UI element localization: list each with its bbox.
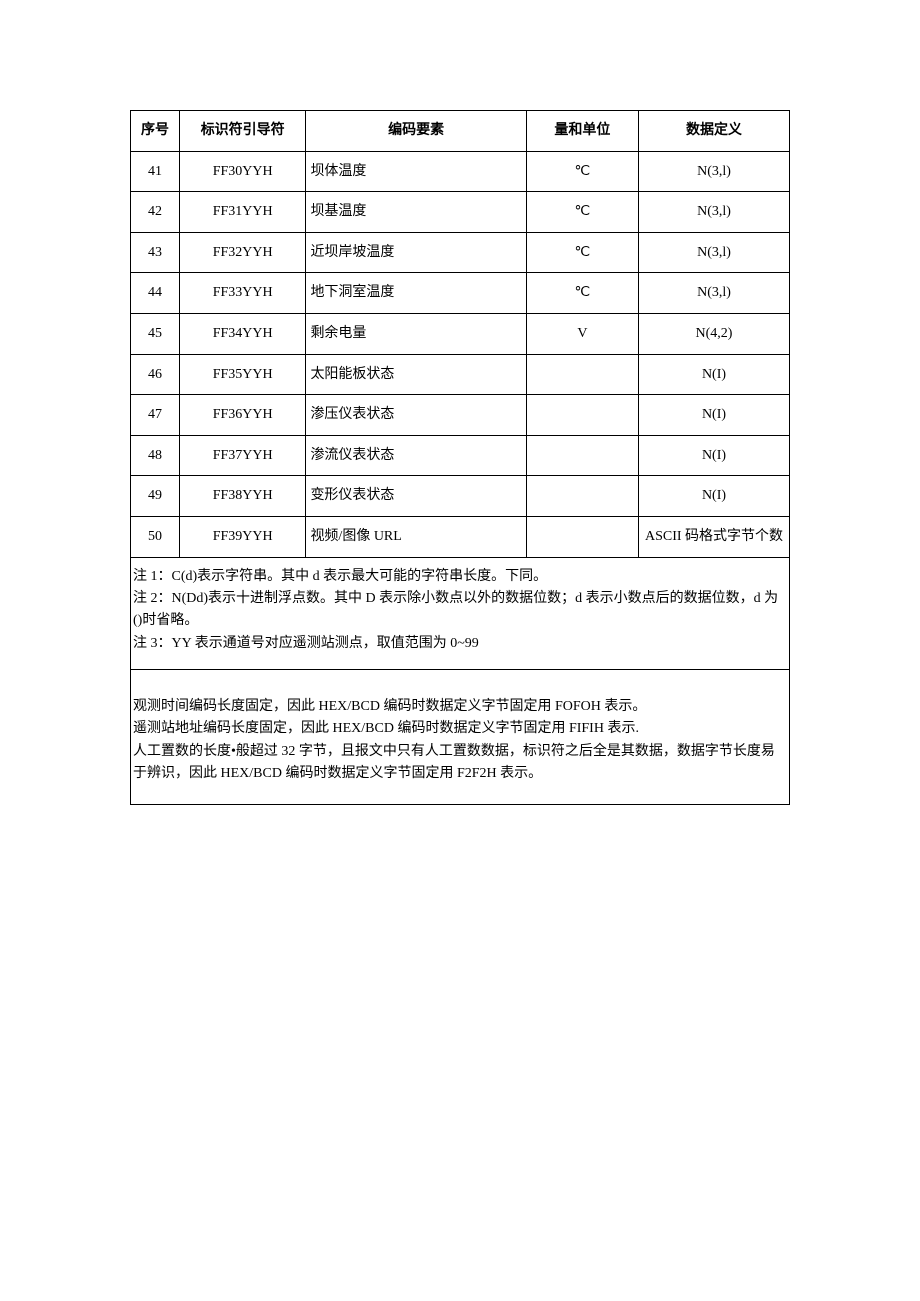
cell-seq: 46 (131, 354, 180, 395)
cell-id: FF33YYH (179, 273, 305, 314)
cell-unit (526, 516, 638, 557)
note-line: 人工置数的长度•般超过 32 字节，且报文中只有人工置数数据，标识符之后全是其数… (133, 741, 787, 786)
encoding-table: 序号 标识符引导符 编码要素 量和单位 数据定义 41 FF30YYH 坝体温度… (130, 110, 790, 558)
cell-unit (526, 354, 638, 395)
cell-unit: V (526, 313, 638, 354)
cell-seq: 45 (131, 313, 180, 354)
table-row: 42 FF31YYH 坝基温度 ℃ N(3,l) (131, 192, 790, 233)
cell-seq: 50 (131, 516, 180, 557)
cell-elem: 渗压仪表状态 (306, 395, 526, 436)
cell-elem: 视频/图像 URL (306, 516, 526, 557)
cell-unit: ℃ (526, 151, 638, 192)
note-line: 注 3：YY 表示通道号对应遥测站测点，取值范围为 0~99 (133, 633, 787, 655)
table-row: 48 FF37YYH 渗流仪表状态 N(I) (131, 435, 790, 476)
notes-block-1: 注 1：C(d)表示字符串。其中 d 表示最大可能的字符串长度。下同。 注 2：… (130, 558, 790, 671)
note-line: 观测时间编码长度固定，因此 HEX/BCD 编码时数据定义字节固定用 FOFOH… (133, 696, 787, 718)
cell-elem: 近坝岸坡温度 (306, 232, 526, 273)
notes-block-2: 观测时间编码长度固定，因此 HEX/BCD 编码时数据定义字节固定用 FOFOH… (130, 670, 790, 805)
cell-seq: 44 (131, 273, 180, 314)
cell-id: FF34YYH (179, 313, 305, 354)
note-line: 注 2：N(Dd)表示十进制浮点数。其中 D 表示除小数点以外的数据位数；d 表… (133, 588, 787, 633)
cell-def: N(3,l) (638, 232, 789, 273)
table-row: 45 FF34YYH 剩余电量 V N(4,2) (131, 313, 790, 354)
col-header-def: 数据定义 (638, 111, 789, 152)
cell-def: N(3,l) (638, 273, 789, 314)
cell-seq: 42 (131, 192, 180, 233)
cell-unit (526, 435, 638, 476)
col-header-id: 标识符引导符 (179, 111, 305, 152)
cell-elem: 坝体温度 (306, 151, 526, 192)
cell-elem: 坝基温度 (306, 192, 526, 233)
cell-id: FF36YYH (179, 395, 305, 436)
cell-seq: 48 (131, 435, 180, 476)
cell-unit (526, 476, 638, 517)
cell-seq: 43 (131, 232, 180, 273)
cell-seq: 47 (131, 395, 180, 436)
cell-id: FF31YYH (179, 192, 305, 233)
cell-seq: 49 (131, 476, 180, 517)
table-row: 50 FF39YYH 视频/图像 URL ASCII 码格式字节个数 (131, 516, 790, 557)
cell-seq: 41 (131, 151, 180, 192)
table-row: 41 FF30YYH 坝体温度 ℃ N(3,l) (131, 151, 790, 192)
cell-def: ASCII 码格式字节个数 (638, 516, 789, 557)
table-row: 44 FF33YYH 地下洞室温度 ℃ N(3,l) (131, 273, 790, 314)
cell-id: FF38YYH (179, 476, 305, 517)
cell-unit (526, 395, 638, 436)
cell-elem: 地下洞室温度 (306, 273, 526, 314)
table-header-row: 序号 标识符引导符 编码要素 量和单位 数据定义 (131, 111, 790, 152)
table-row: 46 FF35YYH 太阳能板状态 N(I) (131, 354, 790, 395)
cell-def: N(I) (638, 435, 789, 476)
cell-elem: 太阳能板状态 (306, 354, 526, 395)
table-row: 49 FF38YYH 变形仪表状态 N(I) (131, 476, 790, 517)
table-row: 43 FF32YYH 近坝岸坡温度 ℃ N(3,l) (131, 232, 790, 273)
cell-unit: ℃ (526, 192, 638, 233)
cell-unit: ℃ (526, 273, 638, 314)
cell-id: FF39YYH (179, 516, 305, 557)
cell-def: N(I) (638, 395, 789, 436)
cell-unit: ℃ (526, 232, 638, 273)
cell-def: N(I) (638, 476, 789, 517)
cell-id: FF30YYH (179, 151, 305, 192)
table-body: 41 FF30YYH 坝体温度 ℃ N(3,l) 42 FF31YYH 坝基温度… (131, 151, 790, 557)
cell-def: N(3,l) (638, 192, 789, 233)
cell-def: N(3,l) (638, 151, 789, 192)
cell-id: FF37YYH (179, 435, 305, 476)
col-header-elem: 编码要素 (306, 111, 526, 152)
cell-def: N(4,2) (638, 313, 789, 354)
cell-elem: 渗流仪表状态 (306, 435, 526, 476)
col-header-seq: 序号 (131, 111, 180, 152)
col-header-unit: 量和单位 (526, 111, 638, 152)
note-line: 注 1：C(d)表示字符串。其中 d 表示最大可能的字符串长度。下同。 (133, 566, 787, 588)
cell-id: FF35YYH (179, 354, 305, 395)
table-row: 47 FF36YYH 渗压仪表状态 N(I) (131, 395, 790, 436)
note-line: 遥测站地址编码长度固定，因此 HEX/BCD 编码时数据定义字节固定用 FIFI… (133, 718, 787, 740)
cell-elem: 剩余电量 (306, 313, 526, 354)
cell-elem: 变形仪表状态 (306, 476, 526, 517)
cell-id: FF32YYH (179, 232, 305, 273)
cell-def: N(I) (638, 354, 789, 395)
